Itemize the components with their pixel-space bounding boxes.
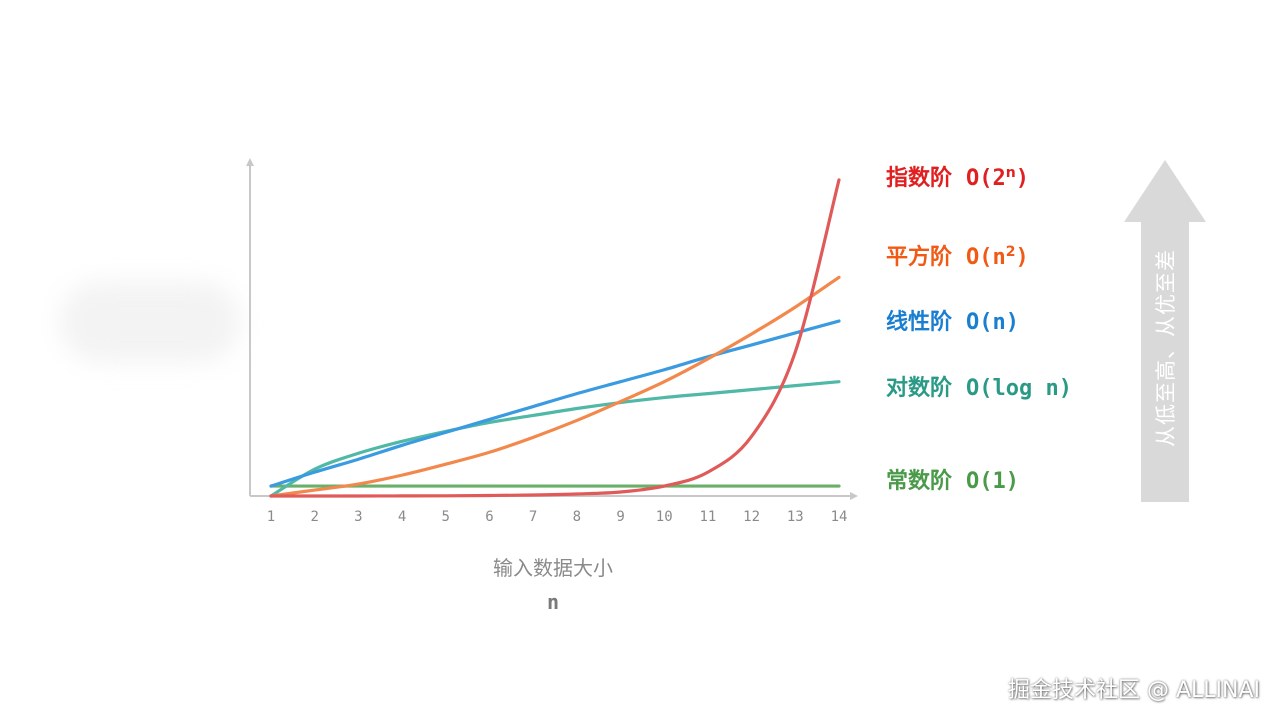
x-tick-label: 14 [831, 509, 848, 525]
series-name-cn: 平方阶 [886, 245, 953, 270]
series-line-exponential [269, 178, 841, 498]
series-big-o: O(log n) [966, 376, 1072, 401]
series-big-o: O(n [966, 245, 1006, 270]
series-line-linear [269, 319, 841, 488]
axes [246, 158, 858, 500]
series-label-linear: 线性阶 O(n) [886, 312, 1019, 334]
series-name-cn: 对数阶 [886, 376, 953, 401]
watermark: 掘金技术社区 @ ALLINAI [1007, 678, 1260, 703]
x-tick-label: 4 [398, 509, 406, 525]
faded-background-blob [60, 282, 240, 362]
series-label-constant: 常数阶 O(1) [886, 471, 1019, 493]
series-superscript: n [1005, 165, 1016, 181]
x-ticks: 1 2 3 4 5 6 7 8 9 10 11 12 13 14 [267, 509, 848, 525]
x-tick-label: 5 [442, 509, 450, 525]
x-tick-label: 6 [485, 509, 493, 525]
x-tick-label: 12 [743, 509, 760, 525]
series-line-logarithmic [269, 380, 841, 498]
series-big-o: O(n) [966, 310, 1019, 335]
series-line-quadratic [269, 275, 841, 498]
series-big-o: O(1) [966, 469, 1019, 494]
side-arrow-shape [1124, 160, 1206, 502]
x-axis-label: 输入数据大小 [493, 556, 613, 580]
series-label-logarithmic: 对数阶 O(log n) [886, 378, 1072, 400]
x-tick-label: 2 [310, 509, 318, 525]
x-tick-label: 7 [529, 509, 537, 525]
x-tick-label: 1 [267, 509, 275, 525]
series-name-cn: 指数阶 [886, 166, 953, 191]
x-tick-label: 3 [354, 509, 362, 525]
x-axis-variable: n [546, 590, 560, 614]
series-big-o-tail: ) [1015, 245, 1029, 270]
side-arrow-text: 从低至高、从优至差 [1154, 249, 1178, 447]
x-tick-label: 13 [787, 509, 804, 525]
x-tick-label: 8 [573, 509, 581, 525]
series-big-o-tail: ) [1015, 166, 1029, 191]
y-axis-arrowhead [246, 158, 254, 166]
series-lines [269, 178, 841, 498]
series-label-quadratic: 平方阶 O(n2) [886, 245, 1029, 269]
series-label-exponential: 指数阶 O(2n) [886, 166, 1029, 190]
x-tick-label: 9 [616, 509, 624, 525]
series-name-cn: 线性阶 [886, 310, 953, 335]
x-tick-label: 11 [699, 509, 716, 525]
series-big-o: O(2 [966, 166, 1006, 191]
series-name-cn: 常数阶 [886, 469, 953, 494]
x-tick-label: 10 [656, 509, 673, 525]
series-superscript: 2 [1005, 244, 1016, 260]
x-axis-arrowhead [850, 492, 858, 500]
side-arrow [1124, 160, 1206, 502]
